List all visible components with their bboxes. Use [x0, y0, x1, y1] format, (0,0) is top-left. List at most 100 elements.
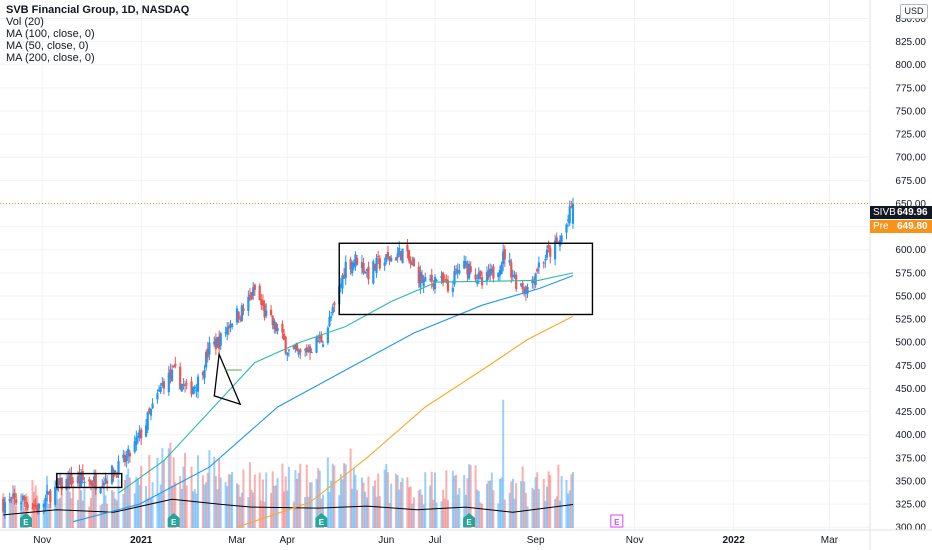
candle-body — [167, 372, 170, 393]
volume-bar — [571, 472, 574, 528]
candle-body — [282, 333, 286, 340]
volume-bar — [508, 492, 511, 528]
candle-body — [570, 206, 573, 208]
candle-body — [248, 294, 252, 297]
candle-body — [227, 326, 230, 329]
candle-body — [83, 481, 86, 483]
volume-bar — [182, 466, 185, 528]
candle-body — [265, 310, 268, 316]
candle-body — [93, 476, 96, 483]
candle-body — [88, 479, 91, 482]
y-tick-label: 650.00 — [895, 199, 926, 210]
moving-averages — [3, 272, 574, 528]
volume-bar — [526, 506, 529, 528]
volume-bar — [208, 450, 211, 528]
pre-market-tag: Pre 649.80 — [870, 220, 932, 233]
volume-bar — [240, 492, 243, 528]
candle-body — [216, 337, 219, 346]
pre-market-label: Pre — [873, 221, 889, 232]
volume-bar — [10, 498, 13, 528]
candle-body — [432, 283, 435, 287]
candle-body — [231, 323, 234, 327]
candle-body — [276, 327, 279, 332]
volume-bar — [429, 485, 432, 528]
candle-body — [42, 503, 45, 508]
volume-bar — [227, 474, 230, 528]
candle-body — [343, 274, 346, 279]
candle-body — [532, 279, 536, 283]
candle-body — [349, 259, 352, 270]
volume-bar — [260, 500, 263, 528]
candle-body — [229, 324, 232, 328]
candle-body — [328, 317, 331, 326]
candle-body — [508, 259, 511, 263]
volume-bar — [490, 472, 493, 528]
volume-bar — [283, 491, 286, 528]
candle-body — [274, 322, 278, 332]
candle-body — [284, 336, 287, 354]
volume-bar — [422, 504, 425, 528]
volume-bar — [20, 493, 23, 528]
volume-bar — [560, 475, 563, 528]
volume-bar — [197, 455, 200, 528]
volume-bar — [469, 465, 472, 528]
volume-bar — [487, 480, 490, 528]
candle-body — [326, 327, 329, 344]
candle-body — [78, 472, 81, 484]
volume-bar — [239, 496, 242, 528]
candle-body — [261, 300, 265, 306]
candle-body — [474, 274, 477, 280]
indicator-volume[interactable]: Vol (20) — [6, 16, 44, 28]
indicator-ma-200[interactable]: MA (200, close, 0) — [6, 52, 95, 64]
candle-body — [49, 490, 52, 503]
candle-body — [2, 499, 5, 512]
candle-body — [396, 253, 399, 258]
candle-body — [372, 261, 375, 284]
candle-body — [294, 345, 297, 349]
volume-bar — [463, 475, 466, 528]
indicator-ma-100[interactable]: MA (100, close, 0) — [6, 28, 95, 40]
volume-bar — [89, 497, 92, 528]
volume-bar — [466, 478, 469, 528]
earnings-badge — [463, 513, 476, 527]
y-tick-label: 325.00 — [895, 500, 926, 511]
volume-bar — [59, 497, 62, 528]
volume-bar — [123, 479, 126, 528]
indicator-ma-50[interactable]: MA (50, close, 0) — [6, 40, 89, 52]
volume-bar — [326, 457, 329, 528]
earnings-label: E — [466, 518, 472, 527]
candle-body — [534, 273, 537, 286]
candle-body — [544, 259, 547, 261]
volume-bar — [46, 475, 49, 528]
volume-bar — [456, 494, 459, 528]
volume-bar — [341, 479, 344, 528]
candle-body — [555, 237, 558, 243]
y-tick-label: 400.00 — [895, 430, 926, 441]
volume-bar — [567, 493, 570, 528]
volume-bar — [112, 491, 115, 528]
consolidation-box — [338, 242, 594, 316]
volume-bar — [406, 477, 409, 528]
candle-body — [531, 279, 534, 284]
volume-bar — [127, 468, 130, 528]
candle-body — [333, 302, 336, 305]
volume-bar — [55, 472, 58, 528]
candle-body — [304, 349, 307, 351]
volume-bar — [161, 448, 164, 528]
volume-bar — [477, 491, 480, 528]
candle-body — [114, 470, 117, 473]
volume-bar — [424, 472, 427, 528]
candle-body — [331, 306, 334, 314]
volume-bar — [149, 497, 152, 528]
candle-body — [208, 342, 211, 355]
candle-body — [122, 454, 125, 459]
earnings-label: E — [171, 518, 177, 527]
candle-body — [352, 262, 355, 268]
currency-button[interactable]: USD — [900, 4, 928, 19]
volume-bar — [146, 498, 149, 528]
volume-bar — [156, 457, 159, 528]
y-tick-label: 300.00 — [895, 523, 926, 534]
